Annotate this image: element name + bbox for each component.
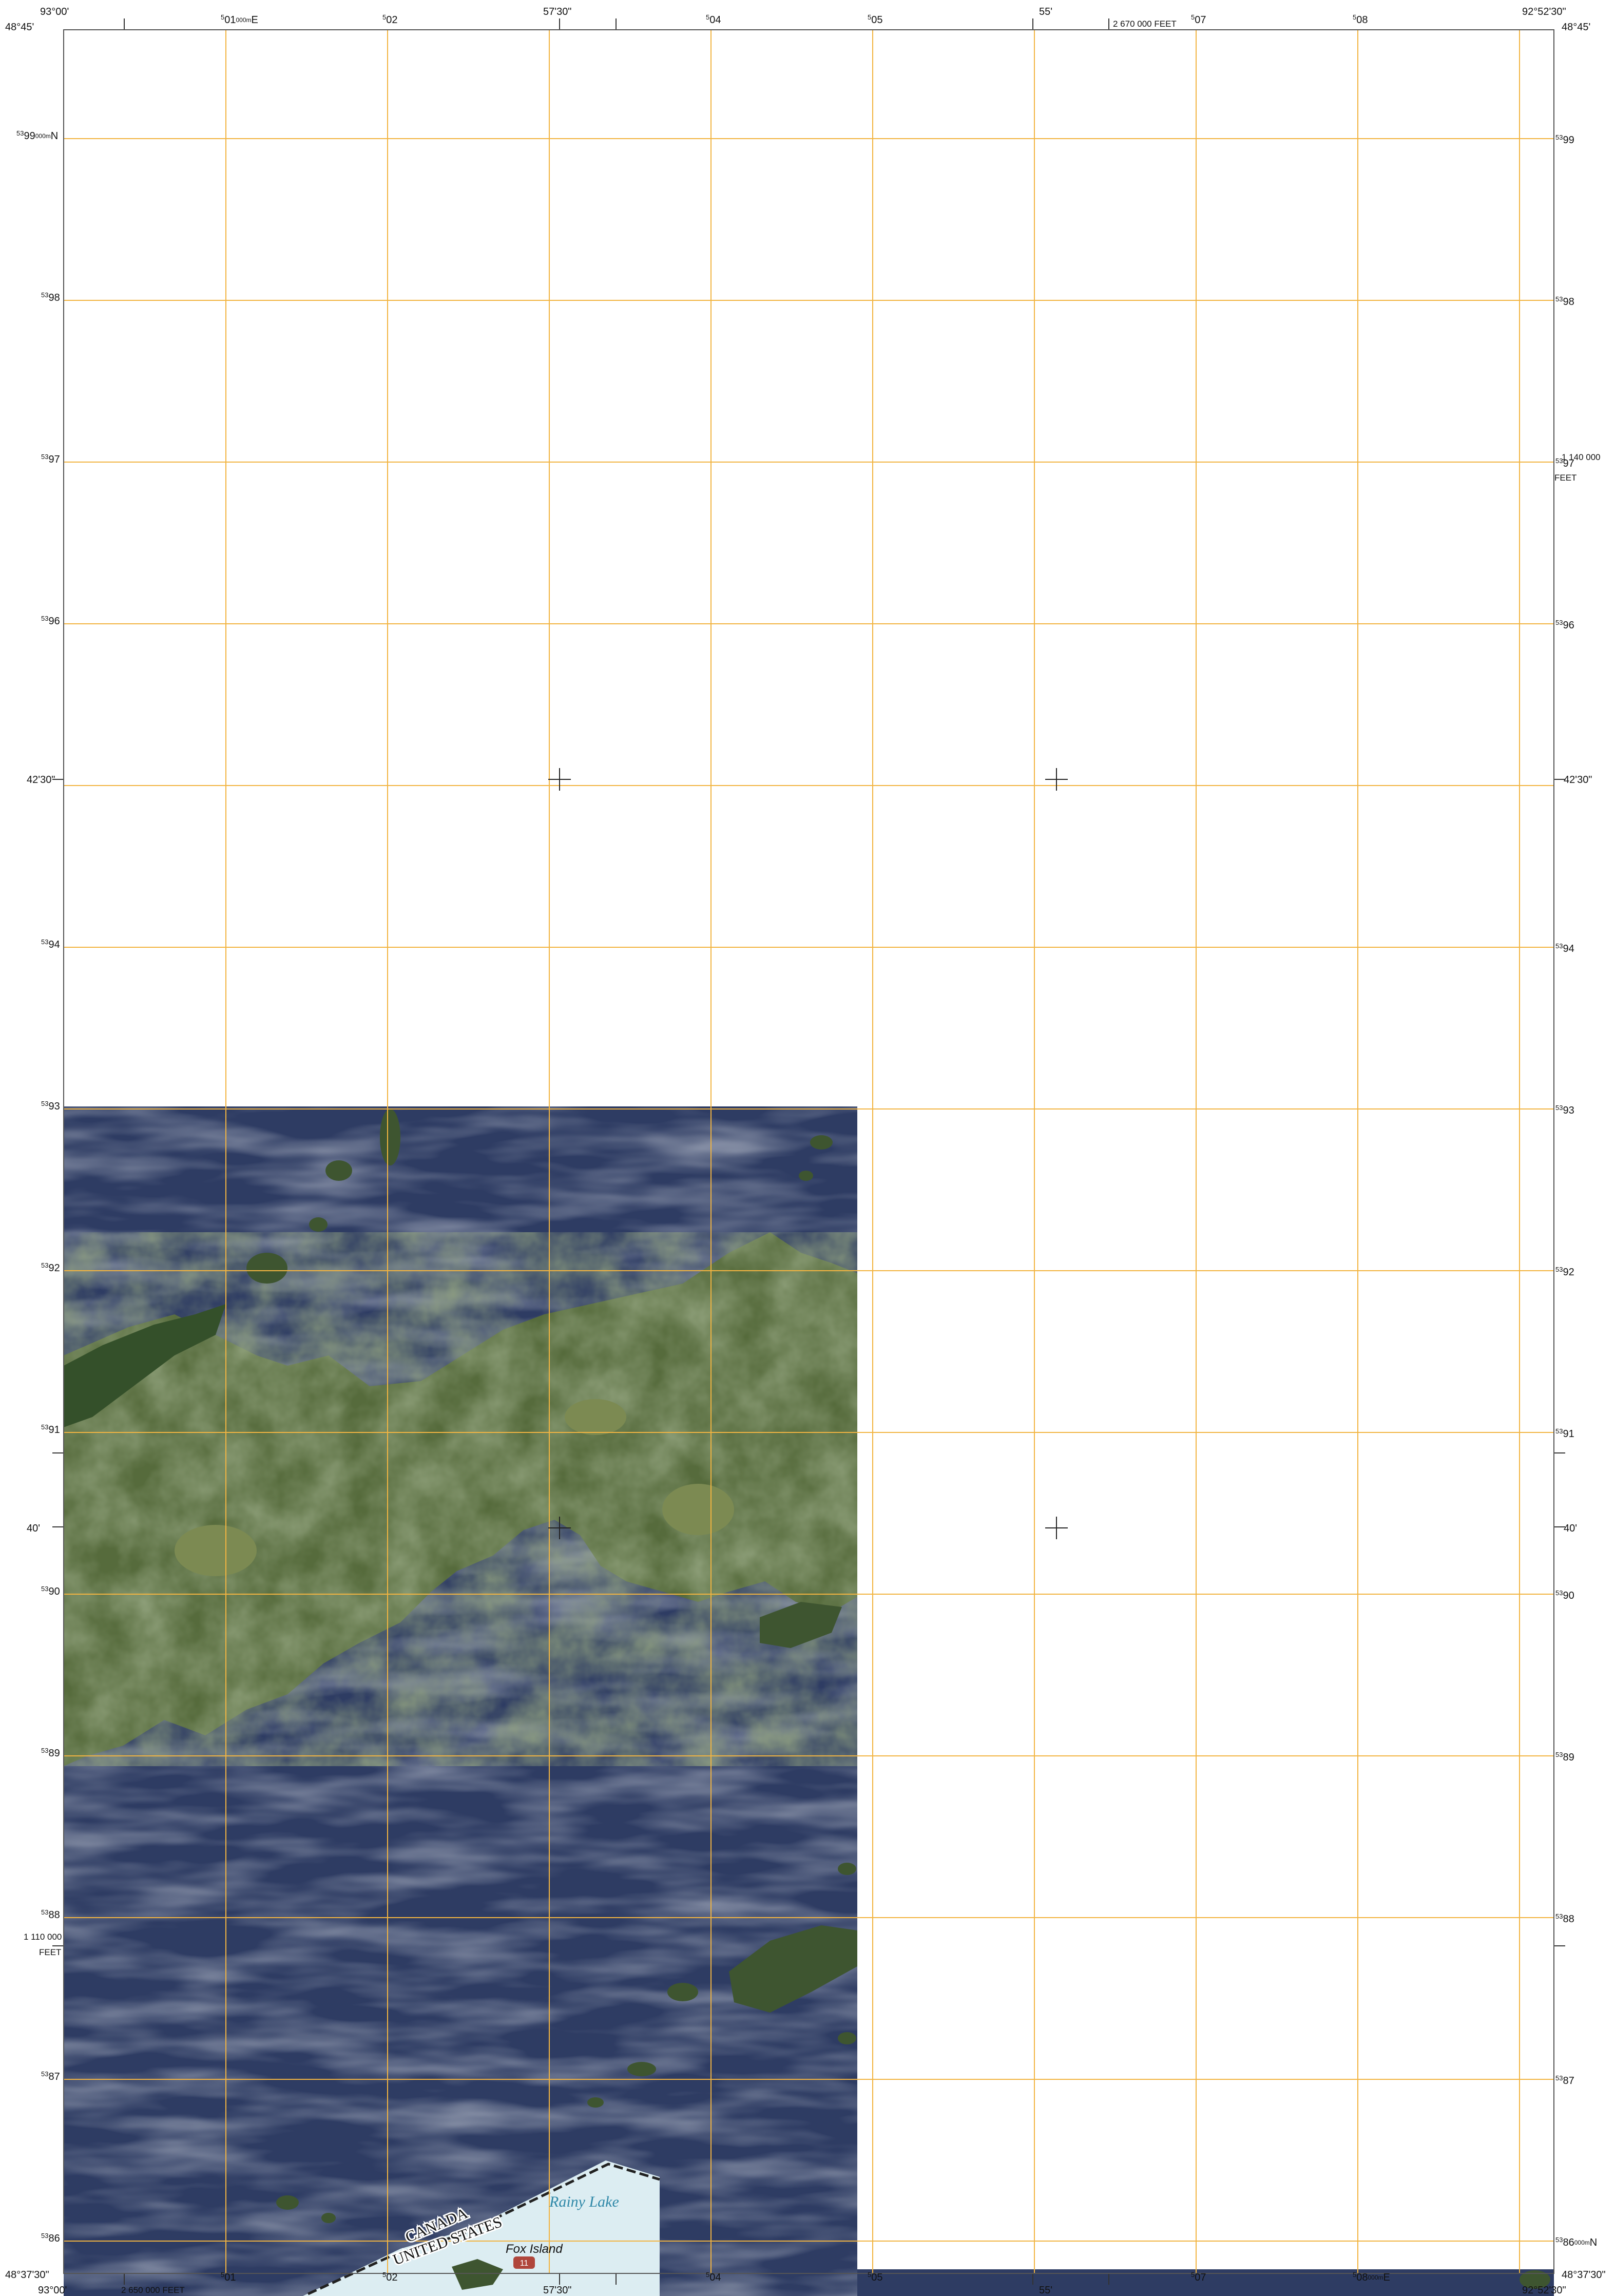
route-shield-icon — [513, 2256, 535, 2269]
island — [810, 1135, 833, 1150]
northing-label-right: 5388 — [1555, 1912, 1574, 1925]
lon-label-top-55: 55' — [1039, 6, 1053, 17]
northing-label-right: 5396 — [1555, 619, 1574, 631]
international-boundary — [307, 2163, 660, 2295]
rainy-lake-label: Rainy Lake — [549, 2193, 619, 2210]
corner-top-right-lat: 48°45' — [1562, 22, 1591, 33]
northing-label-left: 5396 — [41, 615, 60, 627]
island — [321, 2213, 336, 2223]
western-peninsula — [64, 1304, 226, 1427]
northing-label-left: 5399000mN — [16, 129, 59, 142]
corner-top-left-lon: 93°00' — [40, 6, 69, 17]
wetland — [565, 1399, 626, 1435]
island-group — [729, 1925, 857, 2013]
orthoimage — [64, 1106, 1554, 2296]
northing-label-right: 5392 — [1555, 1266, 1574, 1278]
easting-label-bottom: 507 — [1191, 2271, 1206, 2283]
northing-label-left: 5394 — [41, 938, 60, 950]
island — [838, 1863, 856, 1875]
utm-grid — [64, 30, 1554, 2273]
neatline-ticks — [52, 18, 1565, 2285]
northing-label-right: 5397 — [1555, 457, 1574, 469]
northing-label-right: 5386000mN — [1555, 2236, 1598, 2248]
northing-label-right: 5391 — [1555, 1427, 1574, 1440]
feet-value-left: 1 110 000 — [24, 1932, 62, 1942]
island — [1520, 2270, 1550, 2289]
northing-label-left: 5391 — [41, 1423, 60, 1436]
island — [246, 1253, 287, 1284]
easting-label-top: 502 — [382, 13, 398, 26]
northing-label-right: 5393 — [1555, 1104, 1574, 1116]
neatline — [63, 29, 1554, 2274]
wetland — [175, 1525, 257, 1576]
island — [380, 1109, 400, 1165]
lon-label-bottom-5730: 57'30" — [543, 2285, 572, 2296]
corner-top-right-lon: 92°52'30" — [1522, 6, 1566, 17]
eastern-island — [760, 1602, 842, 1648]
island — [276, 2195, 299, 2210]
graticule-crosses — [548, 768, 1068, 1539]
lat-label-left-40: 40' — [27, 1523, 41, 1534]
wetland — [662, 1484, 734, 1535]
land-masses — [64, 1109, 1550, 2289]
lat-label-left-4230: 42'30" — [27, 774, 55, 786]
feet-label-top: 2 670 000 FEET — [1113, 19, 1177, 29]
lat-label-right-40: 40' — [1564, 1523, 1578, 1534]
northing-label-left: 5389 — [41, 1747, 60, 1759]
fox-island-label: Fox Island — [506, 2242, 563, 2256]
corner-bottom-right-lon: 92°52'30" — [1522, 2285, 1566, 2296]
corner-top-left-lat: 48°45' — [5, 22, 34, 33]
northing-label-right: 5398 — [1555, 295, 1574, 308]
easting-label-top: 508 — [1353, 13, 1368, 26]
feet-label-bottom: 2 650 000 FEET — [121, 2285, 185, 2295]
northing-label-left: 5393 — [41, 1100, 60, 1112]
easting-label-bottom: 508000mE — [1353, 2271, 1390, 2283]
northing-label-right: 5394 — [1555, 942, 1574, 954]
island — [325, 1160, 352, 1181]
northing-label-left: 5387 — [41, 2070, 60, 2082]
lat-label-right-4230: 42'30" — [1564, 774, 1592, 786]
route-number: 11 — [520, 2259, 529, 2268]
island — [799, 1171, 813, 1181]
lon-label-bottom-55: 55' — [1039, 2285, 1053, 2296]
island — [627, 2062, 656, 2076]
northing-label-right: 5390 — [1555, 1589, 1574, 1601]
northing-label-left: 5398 — [41, 291, 60, 303]
easting-label-bottom: 505 — [868, 2271, 883, 2283]
island — [838, 2032, 856, 2044]
corner-bottom-left-lon: 93°00' — [38, 2285, 67, 2296]
mainland-texture — [64, 1232, 857, 1766]
feet-unit-right: FEET — [1554, 473, 1577, 483]
easting-label-top: 505 — [868, 13, 883, 26]
easting-label-bottom: 504 — [706, 2271, 721, 2283]
feet-value-right: 1 140 000 — [1562, 452, 1601, 462]
northing-label-left: 5386 — [41, 2232, 60, 2244]
island — [309, 1217, 328, 1232]
northing-label-right: 5389 — [1555, 1751, 1574, 1763]
northing-label-right: 5387 — [1555, 2074, 1574, 2087]
island — [667, 1983, 698, 2001]
feet-unit-left: FEET — [39, 1947, 62, 1957]
easting-label-top: 504 — [706, 13, 721, 26]
lon-label-top-5730: 57'30" — [543, 6, 572, 17]
corner-bottom-right-lat: 48°37'30" — [1562, 2269, 1606, 2281]
easting-label-top: 501000mE — [221, 13, 258, 26]
easting-label-bottom: 501 — [221, 2271, 236, 2283]
fox-island-shape — [452, 2259, 503, 2290]
lake-map-inset — [303, 2160, 660, 2296]
northing-label-right: 5399 — [1555, 133, 1574, 146]
corner-bottom-left-lat: 48°37'30" — [5, 2269, 49, 2281]
northing-label-left: 5388 — [41, 1908, 60, 1921]
northing-label-left: 5397 — [41, 453, 60, 465]
easting-label-top: 507 — [1191, 13, 1206, 26]
northing-label-left: 5392 — [41, 1261, 60, 1274]
easting-label-bottom: 502 — [382, 2271, 398, 2283]
island — [587, 2097, 604, 2108]
northing-label-left: 5390 — [41, 1585, 60, 1597]
